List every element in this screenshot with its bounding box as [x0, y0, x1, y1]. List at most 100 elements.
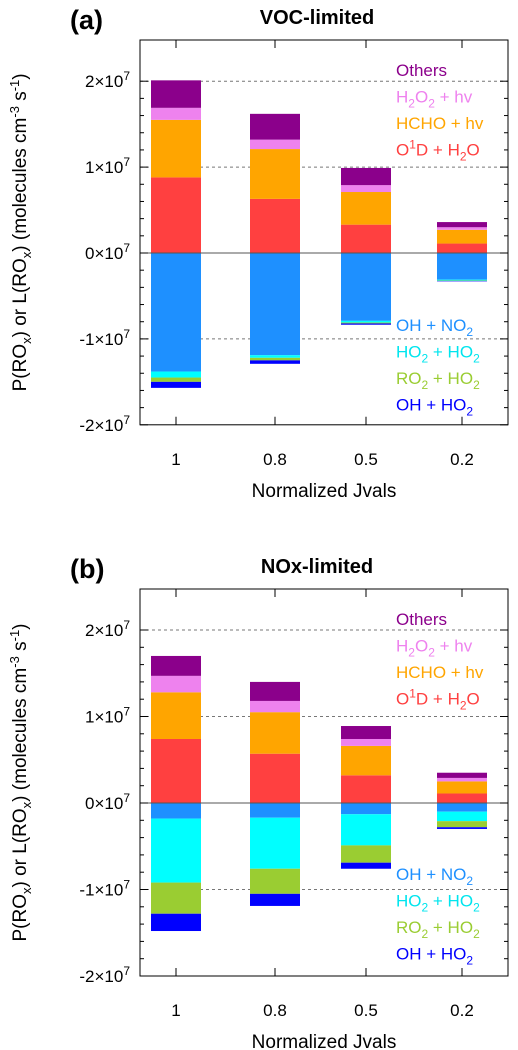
plot-frame	[139, 588, 509, 977]
x-tick-label: 1	[171, 450, 180, 469]
bar-segment-oh-no2	[250, 803, 300, 818]
x-tick-label: 0.5	[354, 1001, 378, 1020]
bar-segment-oh-ho2	[151, 913, 201, 932]
bar-segment-hcho-hv	[250, 149, 300, 199]
panel-title: NOx-limited	[261, 556, 373, 578]
bar-segment-ho2-ho2	[151, 818, 201, 883]
bar-segment-hcho-hv	[341, 192, 391, 225]
bar-segment-oh-no2	[341, 253, 391, 321]
bar-segment-o1d-h2o	[341, 775, 391, 803]
bar-segment-others	[151, 655, 201, 676]
panel-b: -2×107 -1×107 0×107 1×107 2×107 1 0.8 0.5 0.2 Nor…	[7, 554, 509, 1050]
bar-segment-o1d-h2o	[151, 738, 201, 803]
legend-entry-ohho2: OH + HO2​	[396, 396, 473, 419]
x-tick-label: 0.2	[450, 450, 474, 469]
y-tick-label: -2×107	[79, 413, 130, 435]
legend-entry-hcho: HCHO + hv	[396, 663, 484, 682]
bar-segment-ho2-ho2	[341, 814, 391, 846]
x-tick-label: 0.8	[263, 1001, 287, 1020]
legend-entry-others: Others	[396, 610, 447, 629]
bar-segment-h2o2-hv	[341, 185, 391, 193]
bar-segment-oh-no2	[151, 253, 201, 372]
bar-segment-others	[437, 222, 487, 228]
bar-segment-h2o2-hv	[250, 700, 300, 713]
y-axis-title: P(ROx) or L(ROx) (molecules cm-3 s-1)	[7, 624, 34, 942]
bar-segment-others	[341, 726, 391, 739]
x-axis-title: Normalized Jvals	[252, 481, 397, 502]
bar-segment-hcho-hv	[437, 781, 487, 794]
legend-entry-others: Others	[396, 61, 447, 80]
bar-segment-o1d-h2o	[341, 224, 391, 253]
bar-segment-h2o2-hv	[437, 227, 487, 230]
bar-segment-hcho-hv	[341, 745, 391, 776]
bar-segment-ho2-ho2	[341, 320, 391, 323]
panel-a: -2×107 -1×107 0×107 1×107 2×107 1 0.8 0.5 0.2 Nor…	[7, 5, 509, 502]
legend-entry-ohno2: OH + NO2​	[396, 316, 473, 339]
bar-segment-others	[151, 80, 201, 108]
bar-segment-others	[250, 681, 300, 701]
bar-segment-oh-ho2	[341, 323, 391, 325]
x-tick-label: 0.2	[450, 1001, 474, 1020]
bar-segment-oh-ho2	[151, 381, 201, 388]
bar-segment-oh-no2	[341, 803, 391, 815]
x-tick-label: 0.5	[354, 450, 378, 469]
bar-segment-oh-ho2	[250, 893, 300, 906]
bar-segment-oh-no2	[437, 803, 487, 812]
y-tick-label: 0×107	[85, 791, 130, 813]
y-tick-label: -2×107	[79, 964, 130, 986]
legend-entry-hcho: HCHO + hv	[396, 114, 484, 133]
bar-segment-o1d-h2o	[437, 793, 487, 803]
legend-entry-ro2ho2: RO2​ + HO2​	[396, 369, 480, 392]
bar-segment-ro2-ho2	[341, 322, 391, 324]
bar-segment-ho2-ho2	[250, 817, 300, 869]
bar-segment-oh-no2	[250, 253, 300, 356]
bar-segment-hcho-hv	[250, 712, 300, 754]
bar-segment-hcho-hv	[151, 692, 201, 739]
bar-segment-o1d-h2o	[437, 243, 487, 253]
bar-segment-others	[250, 113, 300, 140]
bar-segment-oh-ho2	[437, 827, 487, 829]
bar-segment-ro2-ho2	[341, 845, 391, 863]
y-tick-label: 2×107	[85, 69, 130, 91]
bar-segment-o1d-h2o	[250, 198, 300, 253]
bar-segment-ro2-ho2	[250, 357, 300, 361]
y-tick-label: 2×107	[85, 618, 130, 640]
legend-entry-h2o2: H2​O2​ + hv	[396, 637, 473, 660]
panel-tag: (b)	[70, 554, 104, 584]
bar-segment-ho2-ho2	[250, 355, 300, 358]
bar-segment-hcho-hv	[151, 119, 201, 178]
legend-entry-o1d: O1​D + H2​O	[396, 138, 480, 164]
bar-segment-ho2-ho2	[437, 279, 487, 281]
y-tick-label: 1×107	[85, 705, 130, 727]
legend-entry-ho2ho2: HO2​ + HO2​	[396, 343, 480, 366]
bar-segment-oh-no2	[437, 253, 487, 280]
legend-entry-ohho2: OH + HO2​	[396, 945, 473, 968]
bar-segment-h2o2-hv	[341, 738, 391, 746]
bar-segment-ro2-ho2	[151, 377, 201, 382]
x-tick-label: 1	[171, 1001, 180, 1020]
x-axis-title: Normalized Jvals	[252, 1032, 397, 1050]
bar-segment-ro2-ho2	[250, 868, 300, 894]
bar-segment-hcho-hv	[437, 229, 487, 244]
legend-entry-ho2ho2: HO2​ + HO2​	[396, 892, 480, 915]
x-tick-label: 0.8	[263, 450, 287, 469]
legend-entry-h2o2: H2​O2​ + hv	[396, 88, 473, 111]
bar-segment-o1d-h2o	[250, 753, 300, 803]
panel-title: VOC-limited	[260, 7, 374, 29]
legend-entry-o1d: O1​D + H2​O	[396, 687, 480, 713]
legend-entry-ro2ho2: RO2​ + HO2​	[396, 918, 480, 941]
bar-segment-others	[437, 772, 487, 778]
bar-segment-h2o2-hv	[151, 107, 201, 120]
bar-segment-h2o2-hv	[437, 777, 487, 782]
bar-segment-ho2-ho2	[437, 811, 487, 822]
bar-segment-h2o2-hv	[250, 139, 300, 150]
bar-segment-h2o2-hv	[151, 675, 201, 693]
y-tick-label: 0×107	[85, 241, 130, 263]
y-tick-label: 1×107	[85, 155, 130, 177]
bar-segment-oh-ho2	[341, 862, 391, 869]
panel-tag: (a)	[70, 5, 103, 35]
bar-segment-ho2-ho2	[151, 371, 201, 378]
y-tick-label: -1×107	[79, 878, 130, 900]
bar-segment-others	[341, 167, 391, 186]
